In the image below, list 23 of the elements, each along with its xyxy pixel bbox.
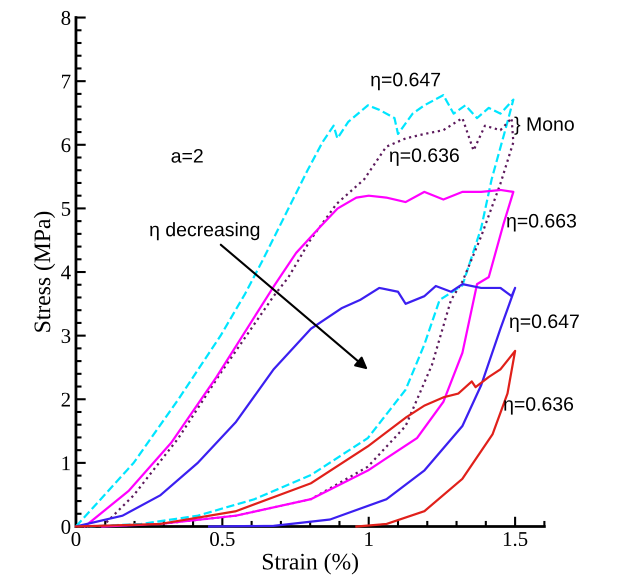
- annotation: a=2: [172, 148, 203, 163]
- y-tick-label: 2: [62, 392, 70, 406]
- x-tick-label: 1.5: [504, 532, 528, 546]
- y-tick-label: 1: [62, 456, 70, 470]
- y-axis-title: Stress (MPa): [34, 212, 56, 332]
- series-label: η=0.663: [507, 214, 576, 232]
- y-tick-label: 5: [62, 202, 70, 216]
- annotation: η decreasing: [150, 222, 260, 240]
- x-tick-label: 0: [72, 532, 80, 546]
- series-label: η=0.647: [371, 72, 440, 90]
- y-tick-label: 4: [61, 266, 71, 280]
- y-tick-label: 8: [61, 10, 70, 25]
- y-tick-label: 3: [62, 329, 70, 344]
- x-tick-label: 1: [365, 532, 373, 546]
- x-tick-label: 0.5: [210, 532, 235, 546]
- annotation: } Mono: [514, 116, 574, 135]
- series-label: η=0.636: [504, 397, 574, 415]
- series-label: η=0.647: [510, 314, 579, 332]
- y-tick-label: 7: [62, 74, 70, 88]
- y-tick-label: 6: [62, 138, 70, 152]
- series-label: η=0.636: [390, 148, 459, 166]
- x-axis-title: Strain (%): [262, 553, 358, 574]
- y-tick-label: 0: [61, 520, 70, 534]
